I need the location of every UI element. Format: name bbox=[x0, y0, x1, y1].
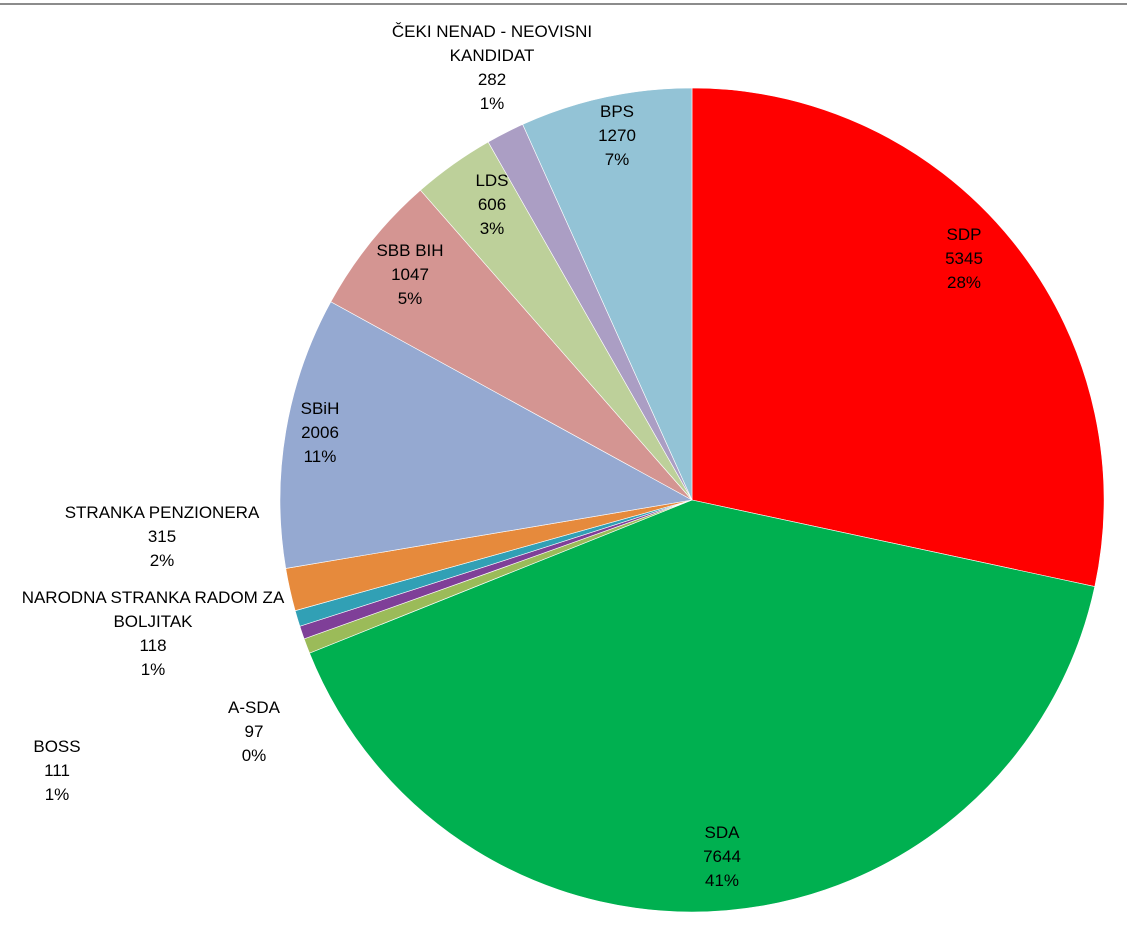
label-value: 118 bbox=[139, 636, 166, 655]
label-percent: 2% bbox=[150, 551, 175, 570]
label-percent: 1% bbox=[141, 660, 166, 679]
label-name: ČEKI NENAD - NEOVISNI bbox=[392, 22, 592, 41]
label-value: 1270 bbox=[598, 126, 636, 145]
data-label-stranka-penzionera: STRANKA PENZIONERA 315 2% bbox=[65, 503, 260, 570]
label-percent: 7% bbox=[605, 150, 630, 169]
label-percent: 28% bbox=[947, 273, 981, 292]
data-label-a-sda: A-SDA 97 0% bbox=[228, 698, 281, 765]
label-percent: 1% bbox=[480, 94, 505, 113]
label-percent: 1% bbox=[45, 785, 70, 804]
label-name: STRANKA PENZIONERA bbox=[65, 503, 260, 522]
pie-slice-sdp bbox=[691, 87, 1105, 587]
pie-slice-sda bbox=[309, 499, 1096, 913]
label-value: 2006 bbox=[301, 423, 339, 442]
data-label-sdp: SDP 5345 28% bbox=[945, 225, 983, 292]
data-label-narodna-stranka-radom-za-boljitak: NARODNA STRANKA RADOM ZA BOLJITAK 118 1% bbox=[22, 588, 285, 679]
label-percent: 3% bbox=[480, 219, 505, 238]
top-border-line bbox=[0, 3, 1127, 5]
pie-slices bbox=[279, 87, 1105, 913]
label-name: NARODNA STRANKA RADOM ZA bbox=[22, 588, 285, 607]
pie-slice-bps bbox=[522, 87, 693, 501]
label-name: A-SDA bbox=[228, 698, 281, 717]
label-name: SBB BIH bbox=[376, 241, 443, 260]
label-name: LDS bbox=[475, 171, 508, 190]
label-name: BPS bbox=[600, 102, 634, 121]
label-name: SDP bbox=[947, 225, 982, 244]
data-label-bps: BPS 1270 7% bbox=[598, 102, 636, 169]
label-value: 7644 bbox=[703, 847, 741, 866]
data-label-sbb-bih: SBB BIH 1047 5% bbox=[376, 241, 443, 308]
label-value: 97 bbox=[245, 722, 264, 741]
data-label-lds: LDS 606 3% bbox=[475, 171, 508, 238]
data-label-sbih: SBiH 2006 11% bbox=[301, 399, 340, 466]
label-percent: 0% bbox=[242, 746, 267, 765]
data-label-sda: SDA 7644 41% bbox=[703, 823, 741, 890]
label-value: 282 bbox=[478, 70, 506, 89]
label-value: 5345 bbox=[945, 249, 983, 268]
label-value: 1047 bbox=[391, 265, 429, 284]
label-percent: 11% bbox=[304, 447, 337, 466]
pie-slice-sbih bbox=[279, 301, 693, 569]
label-percent: 5% bbox=[398, 289, 423, 308]
pie-labels: SDP 5345 28% SDA 7644 41% BOSS 111 1% A-SDA 97 0% NA… bbox=[22, 22, 983, 890]
label-name: BOLJITAK bbox=[113, 612, 193, 631]
label-value: 315 bbox=[148, 527, 176, 546]
data-label-boss: BOSS 111 1% bbox=[33, 737, 80, 804]
label-value: 606 bbox=[478, 195, 506, 214]
label-name: SBiH bbox=[301, 399, 340, 418]
label-name: BOSS bbox=[33, 737, 80, 756]
label-name: KANDIDAT bbox=[450, 46, 535, 65]
label-name: SDA bbox=[705, 823, 741, 842]
pie-slice-sbb-bih bbox=[330, 189, 693, 501]
label-value: 111 bbox=[44, 761, 70, 780]
label-percent: 41% bbox=[705, 871, 739, 890]
data-label-ceki-nenad-neovisni-kandidat: ČEKI NENAD - NEOVISNI KANDIDAT 282 1% bbox=[392, 22, 592, 113]
